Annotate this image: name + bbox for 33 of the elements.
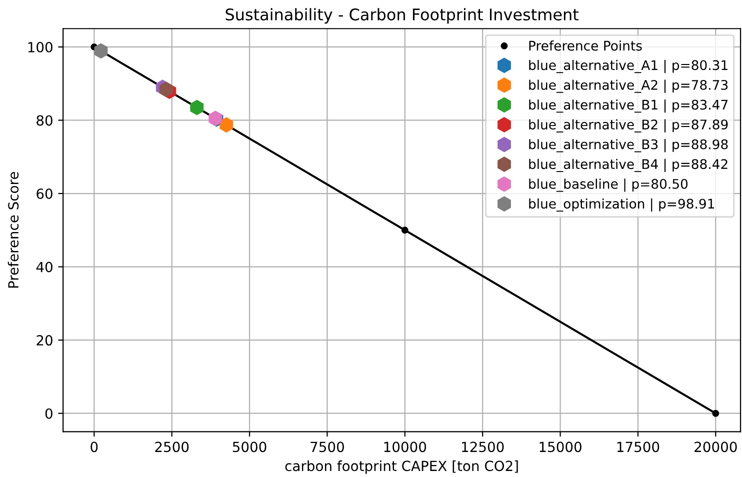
legend-label: blue_baseline | p=80.50 (529, 178, 688, 192)
chart-title: Sustainability - Carbon Footprint Investment (226, 8, 578, 24)
x-tick-label: 12500 (462, 442, 504, 452)
legend-label: blue_alternative_A2 | p=78.73 (529, 80, 728, 93)
legend-label: blue_alternative_B1 | p=83.47 (529, 99, 728, 113)
x-tick-label: 2500 (155, 442, 189, 452)
y-tick-label: 0 (45, 408, 52, 419)
point (401, 226, 408, 234)
legend-label: blue_alternative_B2 | p=87.89 (529, 119, 728, 132)
y-tick-label: 40 (36, 262, 52, 272)
x-tick-label: 10000 (384, 442, 426, 452)
point (712, 410, 720, 417)
legend-label: Preference Points (529, 40, 642, 51)
legend-label: blue_alternative_B4 | p=88.42 (529, 158, 728, 172)
legend-label: blue_alternative_A1 | p=80.31 (529, 60, 728, 74)
legend-label: blue_alternative_B3 | p=88.98 (529, 139, 728, 152)
x-axis-title: carbon footprint CAPEX [ton CO2] (285, 460, 518, 474)
x-tick-label: 15000 (540, 442, 582, 452)
y-axis-title: Preference Score (8, 172, 19, 288)
point (190, 100, 204, 116)
x-tick-label: 0 (90, 442, 98, 452)
y-tick-label: 60 (36, 188, 52, 199)
x-tick-label: 7500 (310, 442, 344, 452)
legend-label: blue_optimization | p=98.91 (529, 198, 714, 212)
y-tick-label: 100 (28, 42, 52, 52)
x-tick-label: 17500 (617, 442, 660, 452)
y-tick-label: 20 (36, 335, 52, 346)
point (220, 117, 234, 133)
x-tick-label: 20000 (694, 442, 737, 452)
x-tick-label: 5000 (232, 442, 266, 452)
point (159, 82, 173, 98)
y-tick-label: 80 (36, 115, 52, 126)
point (94, 43, 108, 59)
